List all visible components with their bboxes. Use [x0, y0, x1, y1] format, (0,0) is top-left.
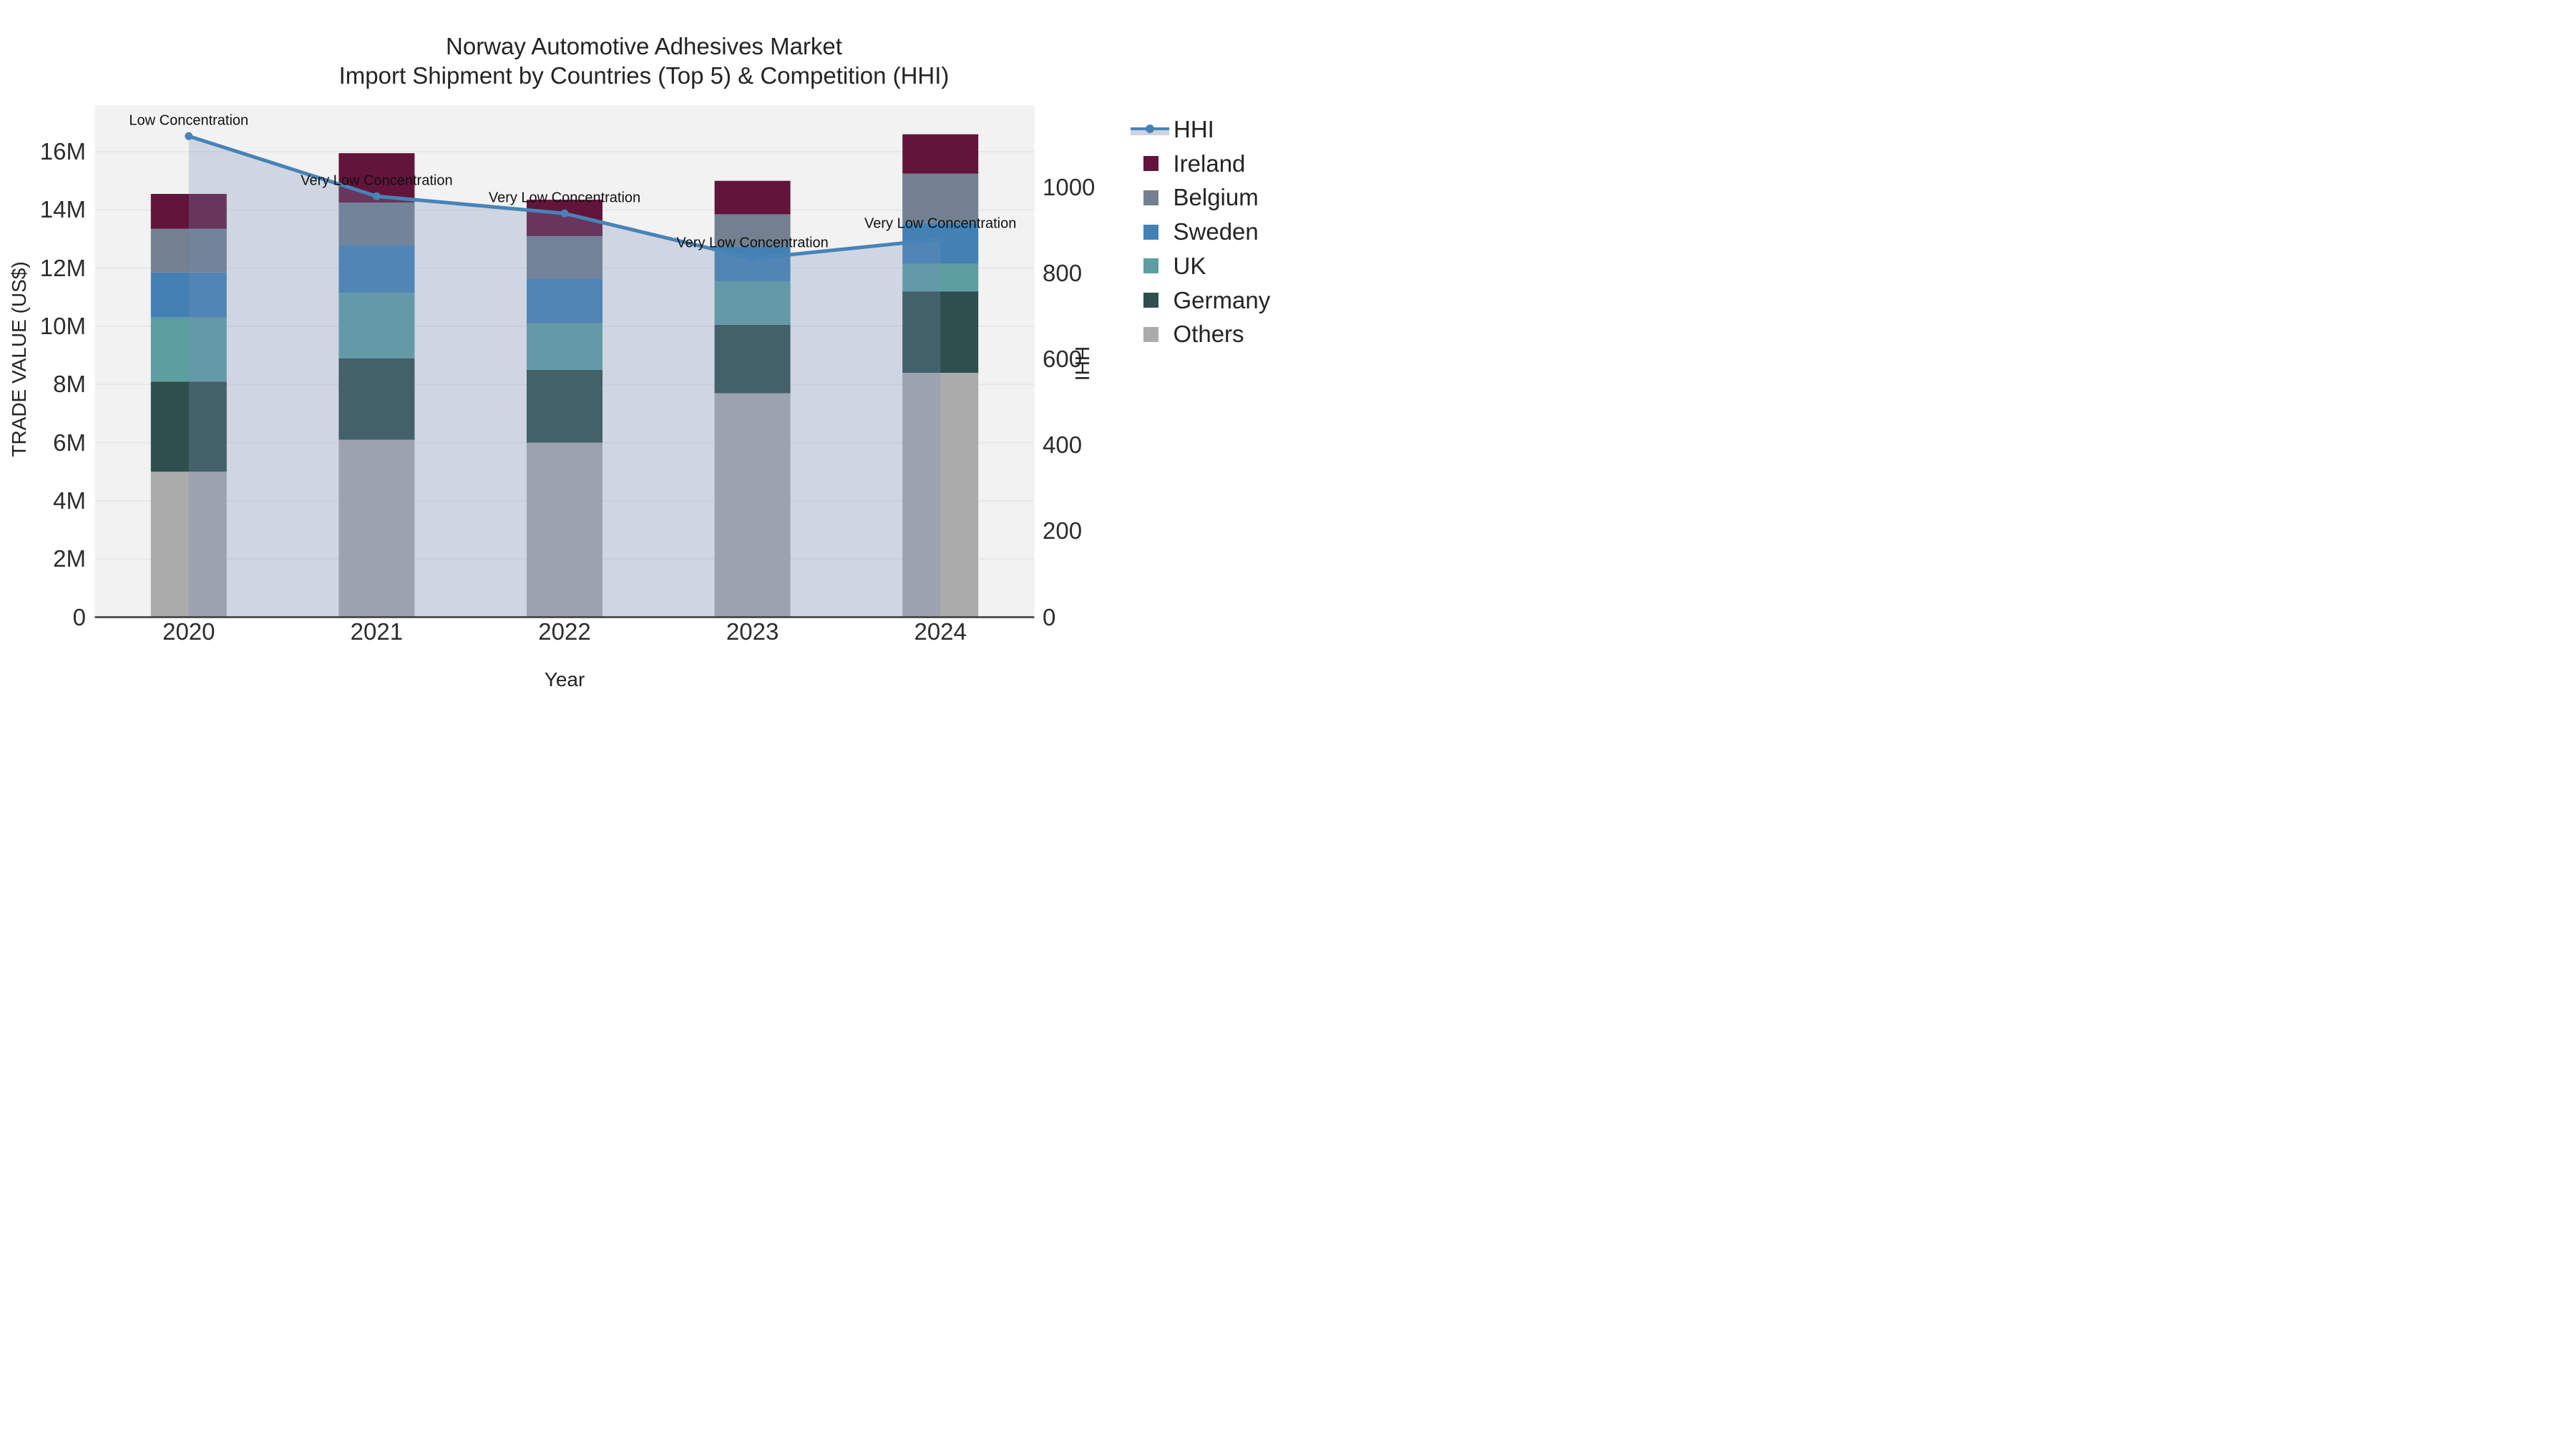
legend-item-others[interactable]: Others [1131, 317, 1244, 351]
legend-item-ireland[interactable]: Ireland [1131, 147, 1245, 181]
belgium-color-swatch [1143, 190, 1158, 205]
uk-color-swatch [1143, 258, 1158, 274]
x-axis-title: Year [544, 668, 585, 691]
y-tick-left-10M: 10M [39, 312, 86, 339]
y-tick-right-400: 400 [1043, 431, 1083, 459]
ireland-color-swatch [1143, 156, 1158, 172]
legend-label-others: Others [1173, 321, 1244, 348]
legend-item-germany[interactable]: Germany [1131, 283, 1270, 318]
legend: HHI Ireland Belgium Sweden UK Germany Others [1131, 0, 1288, 725]
hhi-line-swatch [1131, 122, 1169, 137]
bar-segment-germany-2024 [902, 291, 979, 374]
hhi-marker-2020 [185, 132, 193, 140]
bar-segment-others-2022 [527, 442, 602, 618]
bar-segment-belgium-2023 [714, 214, 791, 247]
bar-segment-germany-2022 [527, 369, 602, 443]
annotation-2020: Low Concentration [129, 112, 249, 129]
bar-segment-others-2024 [902, 373, 979, 618]
legend-label-ireland: Ireland [1173, 150, 1246, 177]
bar-segment-uk-2023 [714, 280, 791, 325]
bar-segment-ireland-2024 [902, 134, 979, 174]
sweden-color-swatch [1143, 224, 1158, 240]
annotation-2021: Very Low Concentration [301, 172, 453, 189]
x-tick-2021: 2021 [350, 618, 404, 645]
bar-segment-others-2020 [150, 472, 227, 618]
y-tick-left-14M: 14M [39, 196, 86, 223]
bar-segment-uk-2022 [527, 323, 602, 370]
bar-segment-others-2023 [714, 393, 791, 618]
germany-color-swatch [1143, 293, 1158, 308]
x-tick-2020: 2020 [162, 618, 215, 645]
plot-canvas [94, 105, 1035, 618]
legend-item-uk[interactable]: UK [1131, 249, 1206, 283]
legend-item-sweden[interactable]: Sweden [1131, 215, 1259, 249]
y-tick-left-0: 0 [72, 603, 86, 630]
legend-label-sweden: Sweden [1173, 218, 1259, 245]
annotation-2023: Very Low Concentration [676, 235, 829, 251]
y-tick-right-0: 0 [1043, 603, 1056, 630]
bar-segment-belgium-2022 [527, 235, 602, 278]
legend-label-hhi: HHI [1174, 116, 1214, 142]
y-axis-title-right: HHI [1071, 346, 1093, 381]
bar-segment-ireland-2020 [150, 193, 227, 229]
bar-segment-germany-2020 [150, 381, 227, 472]
y-tick-left-6M: 6M [53, 429, 86, 456]
legend-label-belgium: Belgium [1173, 184, 1259, 211]
y-tick-left-8M: 8M [53, 371, 86, 398]
y-axis-title-left: TRADE VALUE (US$) [8, 261, 30, 457]
bar-segment-germany-2021 [338, 358, 415, 440]
bar-segment-sweden-2020 [150, 272, 227, 318]
bar-segment-germany-2023 [714, 324, 791, 394]
bar-segment-ireland-2023 [714, 180, 791, 215]
hhi-marker-2021 [372, 192, 381, 200]
y-tick-left-16M: 16M [39, 138, 86, 165]
others-color-swatch [1143, 326, 1158, 342]
bar-segment-uk-2020 [150, 317, 227, 382]
bar-segment-sweden-2022 [527, 278, 602, 323]
hhi-marker-2022 [560, 209, 569, 218]
chart-figure: Norway Automotive Adhesives Market Impor… [0, 0, 1288, 725]
legend-item-hhi[interactable]: HHI [1131, 112, 1214, 147]
hhi-area-fill [188, 136, 941, 618]
bar-segment-belgium-2024 [902, 173, 979, 223]
legend-label-uk: UK [1173, 252, 1206, 279]
hhi-marker-dot [1146, 125, 1154, 133]
chart-title: Norway Automotive Adhesives Market Impor… [0, 31, 1288, 90]
annotation-2022: Very Low Concentration [488, 190, 641, 206]
y-tick-right-600: 600 [1043, 346, 1083, 373]
y-tick-right-200: 200 [1043, 517, 1083, 545]
y-tick-right-800: 800 [1043, 260, 1083, 287]
y-tick-left-4M: 4M [53, 487, 86, 514]
bar-segment-uk-2024 [902, 263, 979, 292]
annotation-2024: Very Low Concentration [864, 215, 1017, 232]
y-tick-right-1000: 1000 [1043, 174, 1096, 201]
x-tick-2022: 2022 [538, 618, 591, 645]
bar-segment-others-2021 [338, 439, 415, 618]
x-tick-2023: 2023 [726, 618, 779, 645]
bar-segment-sweden-2021 [338, 245, 415, 293]
chart-title-line1: Norway Automotive Adhesives Market [446, 33, 842, 59]
legend-item-belgium[interactable]: Belgium [1131, 180, 1259, 215]
y-tick-left-12M: 12M [39, 254, 86, 281]
legend-label-germany: Germany [1173, 286, 1271, 313]
bar-segment-belgium-2021 [338, 203, 415, 245]
bar-segment-belgium-2020 [150, 228, 227, 273]
y-tick-left-2M: 2M [53, 545, 86, 572]
x-tick-2024: 2024 [914, 618, 967, 645]
hhi-marker-2024 [936, 235, 945, 243]
chart-title-line2: Import Shipment by Countries (Top 5) & C… [338, 62, 950, 89]
hhi-marker-2023 [748, 254, 757, 263]
bar-segment-uk-2021 [338, 293, 415, 358]
